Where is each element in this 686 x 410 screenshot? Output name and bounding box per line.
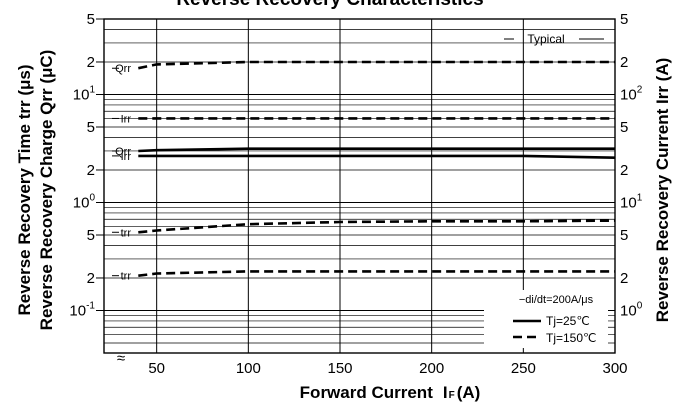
legend-item-tj150: Tj=150℃ — [546, 331, 597, 345]
x-tick-label: 150 — [327, 360, 352, 377]
legend-item-tj25: Tj=25℃ — [546, 314, 590, 328]
legend: −di/dt=200A/μs Tj=25℃ Tj=150℃ — [484, 290, 608, 348]
x-axis-title-symbol: I — [443, 383, 448, 402]
y-left-tick-label: 5 — [87, 119, 95, 136]
chart-title: Reverse Recovery Characteristics — [176, 0, 483, 10]
series-qrr-tj25-line — [138, 147, 615, 153]
y-left-tick-label: 5 — [87, 11, 95, 28]
y-right-tick-label: 100 — [620, 300, 643, 319]
series-qrr-tj150-line — [138, 60, 615, 70]
y-left-tick-label: 101 — [73, 84, 96, 103]
x-axis-title-subscript: F — [449, 390, 455, 401]
x-tick-label: 100 — [236, 360, 261, 377]
x-tick-label: 250 — [511, 360, 536, 377]
series-irr-tj25-line — [138, 154, 616, 159]
y-right-tick-label: 101 — [620, 192, 643, 211]
y-right-tick-label: 2 — [620, 270, 628, 287]
legend-background — [484, 290, 608, 348]
y-right-tick-label: 2 — [620, 162, 628, 179]
series-trr-tj150-line — [138, 219, 616, 234]
y-axis-title-right: Reverse Recovery Current Irr (A) — [653, 58, 672, 323]
y-right-tick-label: 5 — [620, 11, 628, 28]
curve-label-irr: Irr — [121, 151, 132, 163]
y-axis-title-left-1: Reverse Recovery Time trr (μs) — [15, 64, 34, 315]
tick-layer: 50 100 150 200 250 300 ≈5 2 101 5 2 100 5 2 10-1 5 2 102 5… — [69, 11, 642, 377]
curve-label-irr: Irr — [121, 113, 132, 125]
curve-label-trr: trr — [121, 271, 132, 283]
y-right-tick-label: 5 — [620, 227, 628, 244]
y-left-tick-label: 10-1 — [69, 300, 95, 319]
x-axis-title-main: Forward Current — [300, 383, 434, 402]
x-tick-label: 200 — [419, 360, 444, 377]
typical-annotation: Typical — [504, 32, 604, 46]
y-left-tick-label: 5 — [87, 227, 95, 244]
y-left-tick-label: 2 — [87, 270, 95, 287]
legend-condition: −di/dt=200A/μs — [519, 294, 594, 306]
y-right-tick-label: 2 — [620, 54, 628, 71]
x-axis-title-unit: (A) — [457, 383, 481, 402]
typical-label: Typical — [527, 32, 564, 46]
curve-label-trr: trr — [121, 227, 132, 239]
x-axis-title: Forward Current IF (A) — [300, 383, 481, 402]
curve-label-qrr: Qrr — [115, 63, 131, 75]
x-tick-label: 50 — [148, 360, 165, 377]
y-right-tick-label: 5 — [620, 119, 628, 136]
y-right-tick-label: 102 — [620, 84, 643, 103]
curve-layer — [138, 60, 616, 277]
y-left-tick-label: 2 — [87, 162, 95, 179]
y-left-tick-label: 2 — [87, 54, 95, 71]
series-trr-tj150-line — [138, 270, 615, 277]
x-axis-break-icon: ≈ — [117, 350, 125, 367]
x-tick-label: 300 — [602, 360, 627, 377]
y-axis-title-left-2: Reverse Recovery Charge Qrr (μC) — [37, 50, 56, 331]
curve-label-qrr: Qrr — [115, 146, 131, 158]
y-left-tick-label: 100 — [73, 192, 96, 211]
